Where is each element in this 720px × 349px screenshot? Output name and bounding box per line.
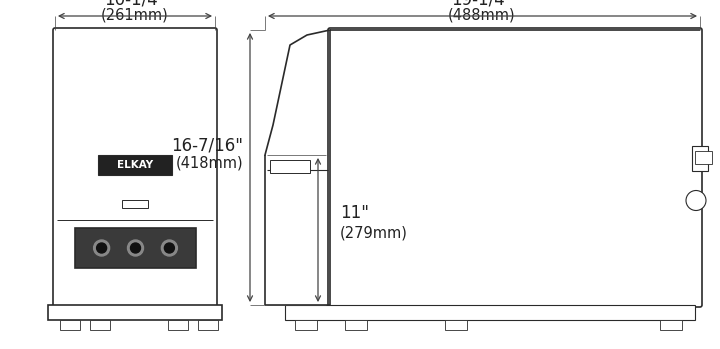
Bar <box>270 160 310 173</box>
Bar <box>445 320 467 330</box>
Text: 19-1/4": 19-1/4" <box>451 0 513 8</box>
Bar <box>75 228 196 268</box>
Circle shape <box>164 243 174 253</box>
Text: 10-1/4": 10-1/4" <box>104 0 166 8</box>
Text: 16-7/16": 16-7/16" <box>171 136 243 154</box>
FancyBboxPatch shape <box>328 28 702 307</box>
Text: 11": 11" <box>340 204 369 222</box>
Bar <box>90 320 110 330</box>
Bar <box>48 305 222 320</box>
FancyBboxPatch shape <box>53 28 217 307</box>
Bar <box>98 155 172 175</box>
Bar <box>285 305 695 320</box>
Text: (279mm): (279mm) <box>340 225 408 240</box>
Bar <box>198 320 218 330</box>
Circle shape <box>130 243 140 253</box>
Text: (418mm): (418mm) <box>176 156 243 171</box>
Circle shape <box>94 240 109 256</box>
Bar <box>295 320 317 330</box>
Text: ELKAY: ELKAY <box>117 160 153 170</box>
Circle shape <box>96 243 107 253</box>
Bar <box>168 320 188 330</box>
Circle shape <box>686 191 706 210</box>
Text: (488mm): (488mm) <box>448 7 516 22</box>
Text: (261mm): (261mm) <box>101 7 169 22</box>
Circle shape <box>127 240 143 256</box>
Circle shape <box>161 240 177 256</box>
Bar <box>660 320 682 330</box>
Bar <box>695 150 712 163</box>
Bar <box>345 320 367 330</box>
Bar <box>692 146 708 171</box>
Bar <box>60 320 80 330</box>
Bar <box>122 200 148 208</box>
